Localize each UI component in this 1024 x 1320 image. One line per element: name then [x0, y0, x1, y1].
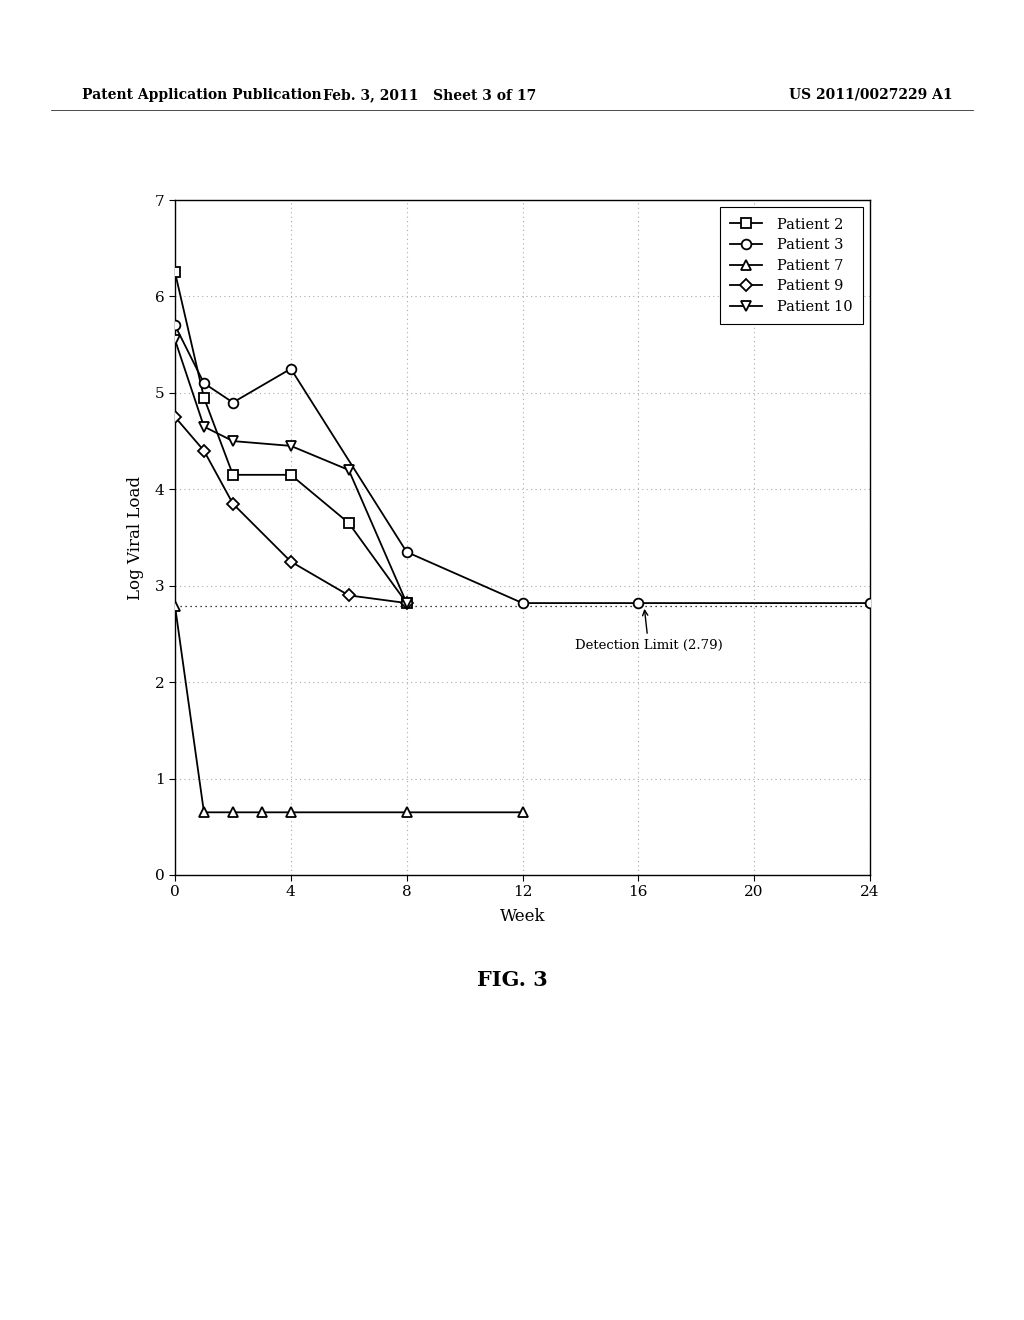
Text: US 2011/0027229 A1: US 2011/0027229 A1 — [788, 88, 952, 102]
Text: Feb. 3, 2011   Sheet 3 of 17: Feb. 3, 2011 Sheet 3 of 17 — [324, 88, 537, 102]
Text: FIG. 3: FIG. 3 — [476, 970, 548, 990]
Text: Detection Limit (2.79): Detection Limit (2.79) — [574, 610, 722, 652]
Y-axis label: Log Viral Load: Log Viral Load — [127, 475, 143, 599]
X-axis label: Week: Week — [500, 908, 545, 925]
Text: Patent Application Publication: Patent Application Publication — [82, 88, 322, 102]
Legend: Patient 2, Patient 3, Patient 7, Patient 9, Patient 10: Patient 2, Patient 3, Patient 7, Patient… — [720, 207, 862, 323]
